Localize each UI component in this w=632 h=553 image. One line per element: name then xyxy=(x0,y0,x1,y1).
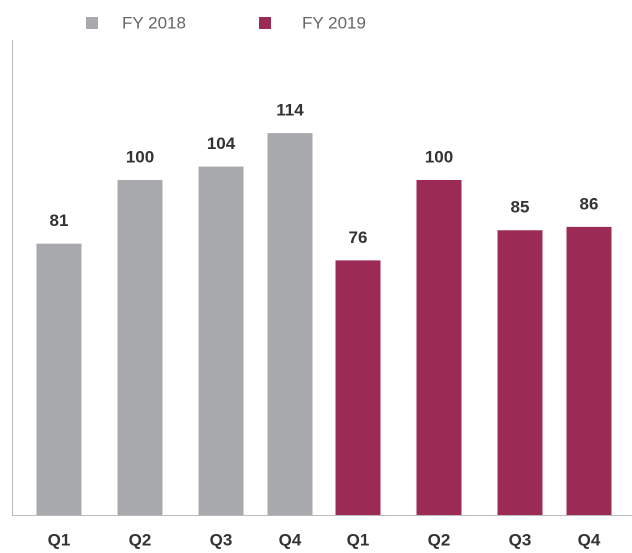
legend-label: FY 2019 xyxy=(302,13,366,32)
x-tick-label: Q1 xyxy=(48,530,71,549)
bar xyxy=(497,230,543,515)
bar xyxy=(416,180,462,515)
legend-swatch xyxy=(259,17,271,29)
x-tick-label: Q2 xyxy=(129,530,152,549)
x-tick-label: Q3 xyxy=(509,530,532,549)
legend-label: FY 2018 xyxy=(122,13,186,32)
bar xyxy=(335,260,381,515)
x-tick-label: Q4 xyxy=(279,530,302,549)
x-tick-label: Q1 xyxy=(347,530,370,549)
value-label: 76 xyxy=(349,228,368,247)
value-label: 85 xyxy=(511,198,530,217)
legend-swatch xyxy=(86,17,98,29)
x-tick-label: Q2 xyxy=(428,530,451,549)
value-label: 81 xyxy=(50,211,69,230)
bar xyxy=(198,166,244,515)
value-label: 86 xyxy=(580,194,599,213)
bar xyxy=(267,133,313,515)
value-label: 104 xyxy=(207,134,236,153)
bar xyxy=(117,180,163,515)
x-tick-label: Q3 xyxy=(210,530,233,549)
value-label: 114 xyxy=(276,101,304,120)
x-tick-label: Q4 xyxy=(578,530,601,549)
bar xyxy=(36,243,82,515)
value-label: 100 xyxy=(425,147,453,166)
bar xyxy=(566,226,612,515)
value-label: 100 xyxy=(126,147,154,166)
